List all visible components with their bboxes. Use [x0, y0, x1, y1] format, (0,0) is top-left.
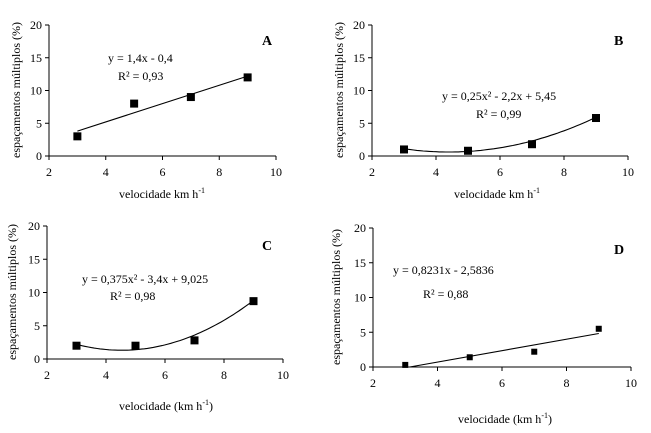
- y-tick-label: 5: [360, 325, 366, 339]
- x-tick-label: 6: [160, 165, 166, 179]
- x-axis-label: velocidade (km h-1): [458, 411, 552, 426]
- data-point: [249, 297, 258, 306]
- trend-line: [76, 300, 254, 351]
- x-tick-label: 10: [622, 165, 634, 179]
- panel-letter: C: [262, 239, 272, 254]
- data-point: [595, 325, 602, 332]
- x-tick-label: 8: [221, 368, 227, 382]
- data-point: [402, 361, 409, 368]
- data-point: [130, 99, 139, 108]
- y-tick-label: 20: [30, 18, 42, 32]
- x-tick-label: 10: [277, 368, 289, 382]
- x-tick-label: 10: [625, 376, 637, 390]
- trend-line: [409, 332, 599, 368]
- trend-line: [77, 75, 248, 132]
- data-point: [531, 348, 538, 355]
- y-tick-label: 0: [36, 149, 42, 163]
- x-axis-label: velocidade (km h-1): [119, 398, 213, 413]
- x-tick-label: 4: [103, 165, 109, 179]
- y-tick-label: 5: [359, 116, 365, 130]
- x-tick-label: 8: [561, 165, 567, 179]
- x-tick-label: 6: [497, 165, 503, 179]
- y-tick-label: 15: [28, 252, 40, 266]
- panel-letter: A: [262, 34, 273, 49]
- panel-letter: D: [614, 243, 624, 258]
- y-tick-label: 20: [353, 18, 365, 32]
- y-axis-label: espaçamentos múltiplos (%): [5, 224, 19, 360]
- x-tick-label: 4: [103, 368, 109, 382]
- regression-equation: y = 0,8231x - 2,5836: [393, 263, 494, 277]
- panel-letter: B: [614, 34, 623, 49]
- data-point: [73, 132, 82, 141]
- x-tick-label: 2: [369, 165, 375, 179]
- regression-equation: y = 1,4x - 0,4: [108, 51, 173, 65]
- chart-panel-d: 0 5 10 15 20 2 4 6 8 10 y = 0,8231x - 2,5836 R² = 0…: [329, 221, 637, 426]
- data-point: [190, 336, 199, 345]
- data-point: [400, 145, 408, 154]
- data-point: [243, 73, 252, 82]
- regression-equation: y = 0,25x² - 2,2x + 5,45: [442, 89, 556, 103]
- y-tick-label: 15: [354, 256, 366, 270]
- data-point: [131, 341, 140, 350]
- data-point: [186, 93, 195, 102]
- y-tick-label: 10: [353, 84, 365, 98]
- r-squared-label: R² = 0,88: [423, 287, 468, 301]
- y-tick-label: 5: [36, 116, 42, 130]
- x-tick-label: 8: [216, 165, 222, 179]
- x-tick-label: 2: [46, 165, 52, 179]
- regression-equation: y = 0,375x² - 3,4x + 9,025: [82, 272, 208, 286]
- r-squared-label: R² = 0,93: [118, 69, 163, 83]
- x-tick-label: 4: [435, 376, 441, 390]
- y-tick-label: 20: [28, 219, 40, 233]
- x-axis-label: velocidade km h-1: [454, 186, 540, 201]
- y-axis-label: espaçamentos múltiplos (%): [329, 229, 343, 365]
- y-tick-label: 10: [30, 84, 42, 98]
- chart-panel-c: 0 5 10 15 20 2 4 6 8 10 y = 0,375x² - 3,4x + 9,025…: [5, 219, 289, 413]
- data-point: [72, 341, 81, 350]
- trend-line: [403, 116, 597, 153]
- y-tick-label: 15: [353, 51, 365, 65]
- y-tick-label: 0: [360, 360, 366, 374]
- y-tick-label: 0: [34, 352, 40, 366]
- x-tick-label: 2: [44, 368, 50, 382]
- x-tick-label: 6: [499, 376, 505, 390]
- r-squared-label: R² = 0,98: [110, 289, 155, 303]
- r-squared-label: R² = 0,99: [476, 107, 521, 121]
- data-point: [464, 146, 472, 155]
- data-point: [592, 114, 600, 123]
- x-tick-label: 10: [270, 165, 282, 179]
- y-tick-label: 20: [354, 221, 366, 235]
- chart-panel-b: 0 5 10 15 20 2 4 6 8 10 y = 0,25x² - 2,2x + 5,45 R²…: [332, 18, 634, 201]
- x-tick-label: 8: [564, 376, 570, 390]
- data-point: [466, 354, 473, 361]
- y-axis-label: espaçamentos múltiplos (%): [9, 22, 23, 158]
- x-tick-label: 6: [162, 368, 168, 382]
- y-tick-label: 5: [34, 319, 40, 333]
- y-tick-label: 10: [28, 286, 40, 300]
- y-tick-label: 10: [354, 291, 366, 305]
- y-tick-label: 0: [359, 149, 365, 163]
- data-point: [528, 140, 536, 149]
- x-tick-label: 2: [370, 376, 376, 390]
- y-tick-label: 15: [30, 51, 42, 65]
- x-axis-label: velocidade km h-1: [119, 186, 205, 201]
- x-tick-label: 4: [433, 165, 439, 179]
- y-axis-label: espaçamentos múltiplos (%): [332, 22, 346, 158]
- chart-panel-a: 0 5 10 15 20 2 4 6 8 10 y = 1,4x - 0,4 R² = 0,93 Ave…: [9, 18, 282, 201]
